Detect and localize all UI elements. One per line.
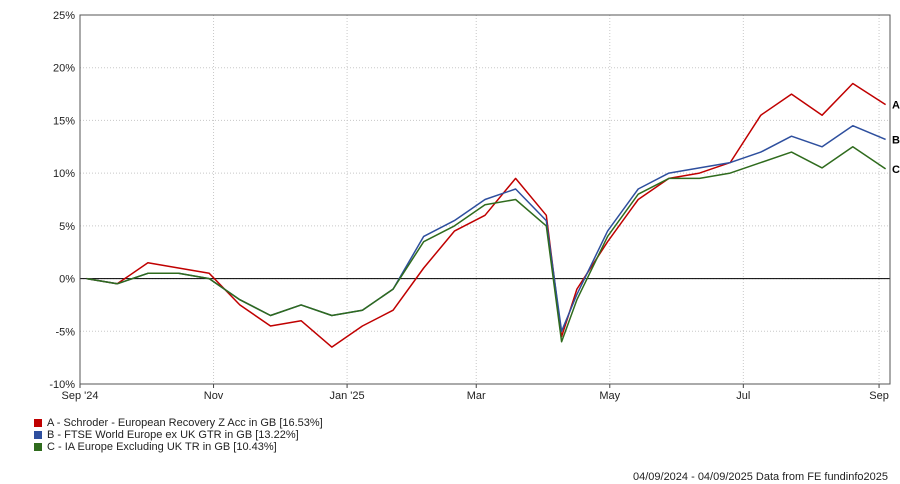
- x-tick-label: Sep '24: [62, 390, 99, 402]
- series-end-label-a: A: [892, 100, 900, 112]
- chart-legend: A - Schroder - European Recovery Z Acc i…: [34, 417, 323, 453]
- y-tick-label: -5%: [55, 326, 75, 338]
- series-line-a: [86, 82, 887, 348]
- series-line-c: [86, 146, 887, 343]
- y-tick-label: 5%: [59, 221, 75, 233]
- legend-item-a: A - Schroder - European Recovery Z Acc i…: [34, 417, 323, 429]
- line-chart: -10% -5% 0% 5% 10% 15% 20% 25% Sep '24 Nov Jan '25…: [49, 10, 900, 402]
- legend-label-c: C - IA Europe Excluding UK TR in GB [10.…: [47, 441, 277, 453]
- legend-item-c: C - IA Europe Excluding UK TR in GB [10.…: [34, 441, 323, 453]
- plot-area-border: [79, 14, 891, 385]
- series-end-label-b: B: [892, 134, 900, 146]
- legend-label-a: A - Schroder - European Recovery Z Acc i…: [47, 417, 323, 429]
- y-tick-label: -10%: [49, 379, 75, 391]
- x-tick-label: May: [599, 390, 620, 402]
- data-source-footer: 04/09/2024 - 04/09/2025 Data from FE fun…: [632, 471, 888, 483]
- legend-swatch-b: [34, 431, 42, 439]
- series-line-b: [86, 124, 886, 333]
- y-tick-label: 20%: [53, 63, 75, 75]
- x-tick-label: Jul: [736, 390, 750, 402]
- y-tick-label: 25%: [53, 10, 75, 22]
- y-tick-label: 15%: [53, 115, 75, 127]
- legend-swatch-c: [34, 443, 42, 451]
- x-tick-label: Nov: [204, 390, 224, 402]
- x-tick-label: Jan '25: [330, 390, 365, 402]
- series-end-label-c: C: [892, 164, 900, 176]
- legend-item-b: B - FTSE World Europe ex UK GTR in GB [1…: [34, 429, 323, 441]
- legend-swatch-a: [34, 419, 42, 427]
- legend-label-b: B - FTSE World Europe ex UK GTR in GB [1…: [47, 429, 299, 441]
- y-tick-label: 10%: [53, 168, 75, 180]
- x-tick-label: Sep: [869, 390, 889, 402]
- x-tick-label: Mar: [467, 390, 486, 402]
- y-tick-label: 0%: [59, 274, 75, 286]
